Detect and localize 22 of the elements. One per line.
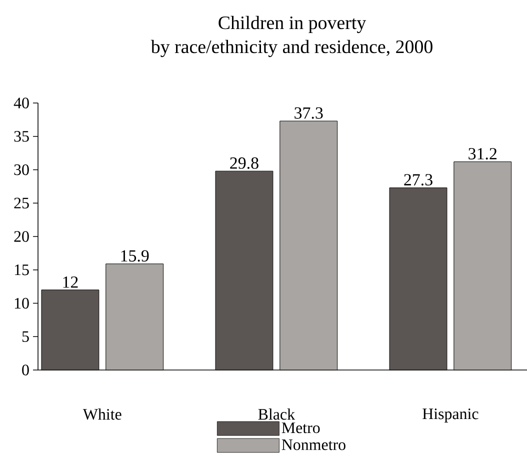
y-tick-label: 5 [22, 331, 29, 342]
data-label: 27.3 [404, 174, 432, 186]
y-tick-label: 20 [14, 231, 29, 242]
data-label: 31.2 [468, 148, 497, 160]
y-tick-label: 35 [14, 131, 29, 142]
x-tick-label: Hispanic [422, 408, 478, 422]
x-tick-label: White [82, 408, 122, 420]
data-label: 12 [63, 276, 78, 288]
y-tick-label: 30 [14, 164, 29, 176]
legend-label: Metro [282, 422, 320, 434]
data-label: 15.9 [121, 250, 149, 262]
y-tick-label: 40 [14, 98, 29, 108]
y-tick-label: 25 [14, 198, 29, 208]
chart-subtitle: by race/ethnicity and residence, 2000 [150, 40, 432, 58]
legend-label: Nonmetro [282, 439, 346, 450]
x-tick-label: Black [258, 408, 296, 420]
data-label: 37.3 [294, 107, 323, 119]
chart-title: Children in poverty [218, 16, 366, 34]
data-label: 29.8 [230, 157, 258, 169]
y-tick-label: 15 [14, 264, 29, 276]
y-tick-label: 0 [22, 364, 29, 376]
y-tick-label: 10 [14, 298, 29, 309]
